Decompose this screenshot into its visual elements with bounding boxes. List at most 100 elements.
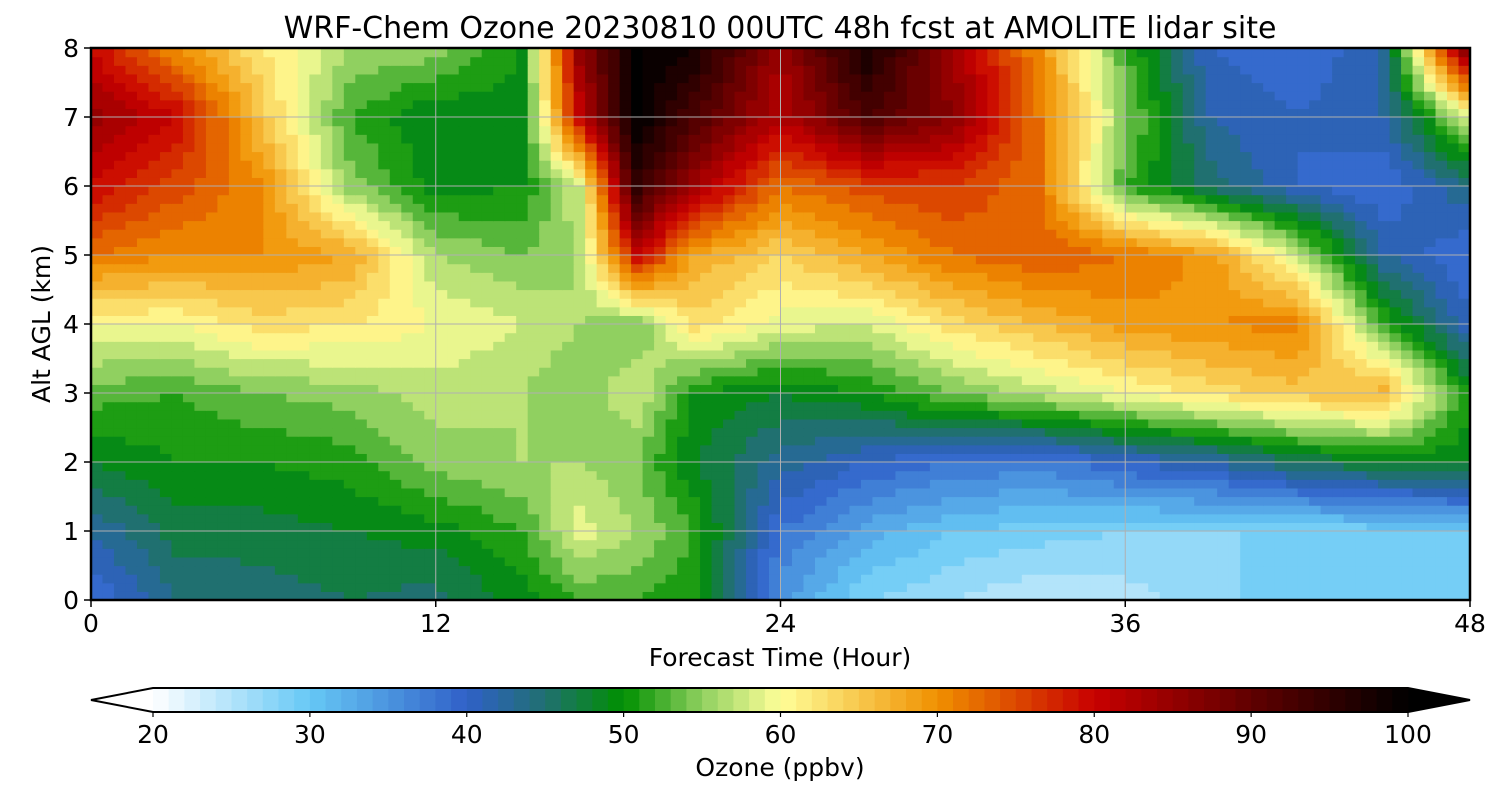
heatmap-cell: [539, 556, 552, 567]
heatmap-cell: [401, 263, 414, 273]
heatmap-cell: [1447, 332, 1460, 342]
heatmap-cell: [194, 384, 207, 394]
heatmap-cell: [711, 505, 724, 515]
heatmap-cell: [1332, 574, 1345, 584]
heatmap-cell: [1033, 418, 1046, 429]
heatmap-cell: [1435, 375, 1448, 385]
heatmap-cell: [1033, 401, 1046, 411]
heatmap-cell: [1355, 246, 1368, 256]
heatmap-cell: [424, 255, 437, 265]
heatmap-cell: [688, 324, 701, 334]
heatmap-cell: [1263, 255, 1276, 265]
heatmap-cell: [1412, 306, 1425, 316]
heatmap-cell: [1286, 487, 1299, 498]
heatmap-cell: [274, 582, 287, 592]
heatmap-cell: [1033, 591, 1046, 601]
heatmap-cell: [642, 367, 655, 377]
heatmap-cell: [205, 591, 219, 601]
heatmap-cell: [125, 444, 138, 454]
heatmap-cell: [240, 332, 253, 342]
heatmap-cell: [205, 548, 219, 558]
heatmap-cell: [171, 565, 184, 575]
heatmap-cell: [125, 289, 138, 299]
heatmap-cell: [1320, 505, 1333, 515]
heatmap-cell: [447, 280, 460, 291]
heatmap-cell: [516, 539, 529, 549]
heatmap-cell: [562, 591, 575, 601]
heatmap-cell: [585, 591, 598, 601]
heatmap-cell: [1309, 470, 1322, 480]
heatmap-cell: [849, 436, 862, 446]
heatmap-cell: [688, 272, 701, 282]
heatmap-cell: [355, 462, 368, 472]
heatmap-cell: [918, 289, 931, 299]
heatmap-cell: [251, 505, 264, 515]
heatmap-cell: [700, 436, 713, 446]
heatmap-cell: [734, 453, 747, 463]
heatmap-cell: [539, 565, 552, 575]
heatmap-cell: [608, 496, 621, 506]
heatmap-cell: [929, 418, 942, 429]
heatmap-cell: [1274, 513, 1287, 523]
heatmap-cell: [378, 401, 391, 411]
heatmap-cell: [677, 591, 690, 601]
heatmap-cell: [918, 298, 931, 308]
heatmap-cell: [1171, 574, 1184, 584]
heatmap-cell: [355, 263, 368, 273]
heatmap-cell: [125, 505, 138, 515]
heatmap-cell: [941, 574, 954, 584]
heatmap-cell: [769, 289, 782, 299]
heatmap-cell: [769, 255, 782, 265]
heatmap-cell: [573, 393, 586, 403]
heatmap-cell: [1021, 272, 1034, 282]
heatmap-cell: [803, 470, 816, 480]
heatmap-cell: [1079, 418, 1092, 429]
heatmap-cell: [631, 280, 644, 291]
heatmap-cell: [860, 574, 874, 584]
heatmap-cell: [217, 341, 230, 351]
heatmap-cell: [286, 237, 299, 247]
heatmap-cell: [1125, 401, 1138, 411]
heatmap-cell: [91, 574, 104, 584]
heatmap-cell: [677, 539, 690, 549]
heatmap-cell: [286, 427, 299, 437]
heatmap-cell: [1355, 393, 1368, 403]
heatmap-cell: [1240, 401, 1253, 411]
heatmap-cell: [688, 462, 701, 472]
heatmap-cell: [677, 298, 690, 308]
heatmap-cell: [481, 280, 494, 291]
heatmap-cell: [711, 341, 724, 351]
heatmap-cell: [608, 255, 621, 265]
heatmap-cell: [1320, 591, 1333, 601]
heatmap-cell: [263, 263, 276, 273]
heatmap-cell: [320, 280, 333, 291]
heatmap-cell: [1113, 298, 1126, 308]
heatmap-cell: [631, 505, 644, 515]
heatmap-cell: [1033, 246, 1046, 256]
heatmap-cell: [1366, 280, 1379, 291]
heatmap-cell: [1228, 565, 1241, 575]
heatmap-cell: [1113, 367, 1126, 377]
heatmap-cell: [1366, 289, 1379, 299]
heatmap-cell: [159, 367, 173, 377]
heatmap-cell: [240, 574, 253, 584]
heatmap-cell: [1320, 306, 1333, 316]
heatmap-cell: [194, 375, 207, 385]
heatmap-cell: [1378, 513, 1391, 523]
heatmap-cell: [1297, 539, 1310, 549]
heatmap-cell: [803, 393, 816, 403]
heatmap-cell: [424, 272, 437, 282]
heatmap-cell: [470, 427, 483, 437]
heatmap-cell: [1217, 513, 1230, 523]
heatmap-cell: [872, 453, 885, 463]
heatmap-cell: [1010, 453, 1023, 463]
heatmap-cell: [263, 298, 276, 308]
heatmap-cell: [791, 358, 805, 368]
heatmap-cell: [493, 470, 506, 480]
heatmap-cell: [102, 280, 115, 291]
heatmap-cell: [596, 522, 609, 532]
heatmap-cell: [791, 255, 805, 265]
heatmap-cell: [458, 444, 471, 454]
heatmap-cell: [872, 280, 885, 291]
heatmap-cell: [688, 444, 701, 454]
